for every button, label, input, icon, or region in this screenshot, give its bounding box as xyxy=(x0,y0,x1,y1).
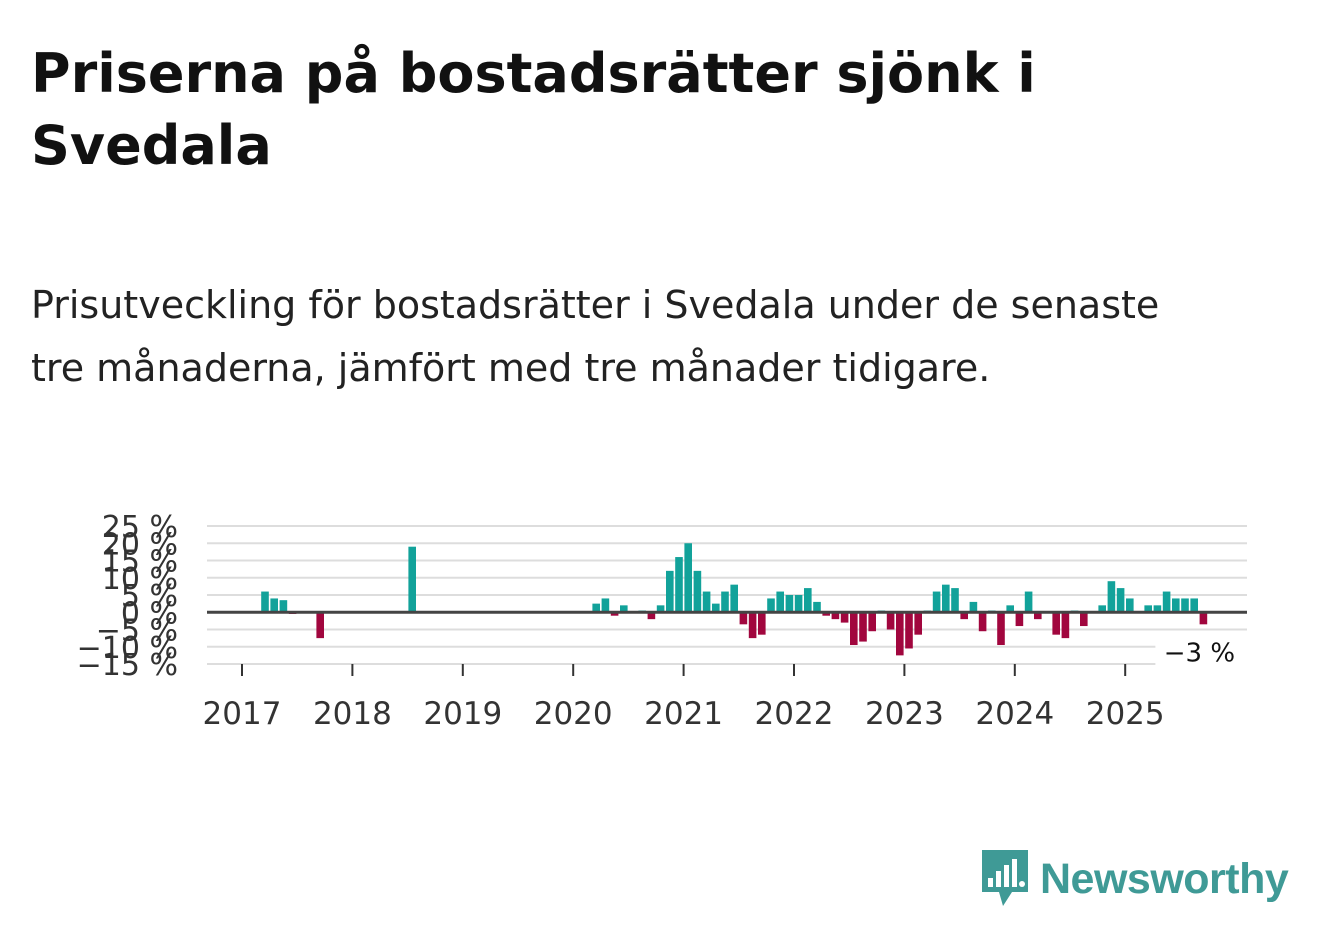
bar xyxy=(1052,612,1060,635)
bar xyxy=(730,584,738,613)
bar xyxy=(702,591,711,613)
bar xyxy=(739,612,748,625)
bar xyxy=(1061,612,1070,639)
x-tick-label: 2020 xyxy=(534,696,613,732)
bar xyxy=(1107,581,1116,613)
x-tick-label: 2023 xyxy=(865,696,944,732)
bar xyxy=(767,598,775,613)
bar xyxy=(620,605,628,613)
bar xyxy=(905,612,913,649)
x-tick-label: 2018 xyxy=(313,696,392,732)
bar xyxy=(914,612,922,635)
y-axis: 25 %20 %15 %10 %5 %0 %−5 %−10 %−15 % xyxy=(77,510,178,683)
bar xyxy=(932,591,941,613)
bar xyxy=(1144,605,1152,613)
bar xyxy=(408,546,416,613)
bar xyxy=(896,612,904,656)
bar xyxy=(1080,612,1088,627)
bar xyxy=(1034,612,1042,620)
bar xyxy=(279,600,288,613)
page-title: Priserna på bostadsrätter sjönk i Svedal… xyxy=(31,42,1036,177)
bar xyxy=(1015,612,1024,627)
bar xyxy=(951,588,959,613)
bar xyxy=(1116,588,1125,613)
bar xyxy=(1153,605,1162,613)
bar xyxy=(960,612,968,620)
bar xyxy=(1006,605,1014,613)
x-tick-label: 2024 xyxy=(975,696,1054,732)
y-tick-label: 25 % xyxy=(102,510,178,545)
bar xyxy=(693,570,702,613)
y-tick-label: −10 % xyxy=(77,631,178,666)
bar xyxy=(684,543,692,613)
bar xyxy=(1172,598,1180,613)
y-tick-label: 5 % xyxy=(121,579,178,614)
bar xyxy=(316,612,324,639)
bar-chart-bubble-icon xyxy=(982,850,1028,906)
bar xyxy=(675,557,683,613)
price-change-bar-chart: 25 %20 %15 %10 %5 %0 %−5 %−10 %−15 % 201… xyxy=(77,510,1248,732)
bar xyxy=(748,612,757,639)
bar xyxy=(261,591,269,613)
bar xyxy=(656,605,665,613)
y-tick-label: −5 % xyxy=(96,614,178,649)
newsworthy-logo: Newsworthy xyxy=(980,848,1289,910)
y-tick-label: 15 % xyxy=(102,545,178,580)
bar xyxy=(969,601,978,613)
x-tick-label: 2019 xyxy=(423,696,502,732)
bar xyxy=(1098,605,1106,613)
bar xyxy=(813,601,821,613)
bar xyxy=(1126,598,1134,613)
last-value-label: −3 % xyxy=(1164,639,1235,669)
bar xyxy=(647,612,656,620)
y-tick-label: 20 % xyxy=(102,527,178,562)
chart-subtitle: Prisutveckling för bostadsrätter i Sveda… xyxy=(31,283,1160,390)
bar xyxy=(831,612,840,620)
bars xyxy=(261,543,1208,656)
bar xyxy=(868,612,876,632)
bar xyxy=(758,612,766,635)
bar xyxy=(978,612,987,632)
bar xyxy=(592,603,600,613)
bar xyxy=(270,598,278,613)
bar xyxy=(822,612,830,616)
bar xyxy=(785,595,794,613)
bar xyxy=(1024,591,1033,613)
bar xyxy=(886,612,895,630)
bar xyxy=(997,612,1005,646)
bar xyxy=(859,612,867,642)
bar xyxy=(601,598,610,613)
bar xyxy=(712,603,720,613)
y-tick-label: 0 % xyxy=(121,596,178,631)
bar xyxy=(1190,598,1198,613)
bar xyxy=(666,570,674,613)
bar xyxy=(794,595,803,613)
bar xyxy=(840,612,849,623)
last-value-annotation: −3 % xyxy=(1155,634,1248,671)
bar xyxy=(804,588,812,613)
y-tick-label: 10 % xyxy=(102,562,178,597)
annotation-background xyxy=(1155,634,1248,671)
bar xyxy=(1162,591,1171,613)
brand-name: Newsworthy xyxy=(1040,854,1289,903)
bar xyxy=(721,591,729,613)
bar xyxy=(610,612,619,616)
bar xyxy=(942,584,950,613)
bar xyxy=(850,612,858,646)
y-tick-label: −15 % xyxy=(77,648,178,683)
x-tick-label: 2025 xyxy=(1086,696,1165,732)
x-tick-label: 2022 xyxy=(755,696,834,732)
bar xyxy=(1181,598,1189,613)
x-tick-label: 2021 xyxy=(644,696,723,732)
x-axis: 2017 2018 2019 2020 2021 2022 2023 2024 2025 xyxy=(203,664,1165,732)
bar xyxy=(776,591,784,613)
x-tick-label: 2017 xyxy=(203,696,282,732)
bar xyxy=(1199,612,1208,625)
